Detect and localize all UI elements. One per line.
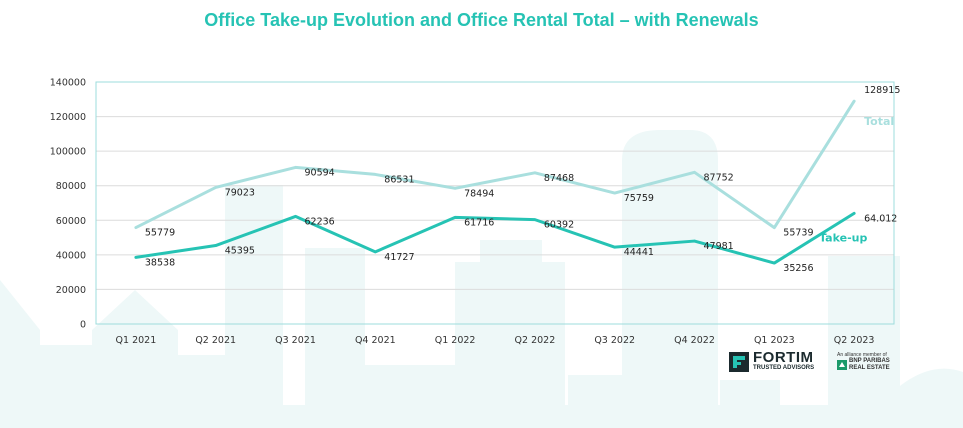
data-label: 78494 — [464, 188, 494, 199]
bnp-line1: BNP PARIBAS — [849, 358, 890, 364]
data-label: 61716 — [464, 217, 494, 228]
data-labels: 55779 79023 90594 86531 78494 87468 75759 87752… — [145, 85, 900, 274]
x-tick-label: Q2 2023 — [834, 335, 875, 346]
y-tick-label: 120000 — [50, 112, 86, 123]
y-tick-label: 140000 — [50, 78, 86, 89]
y-tick-label: 0 — [80, 320, 86, 331]
y-tick-label: 60000 — [56, 216, 86, 227]
y-tick-label: 40000 — [56, 250, 86, 261]
series-name-label: Total — [864, 115, 894, 128]
fortim-tagline: TRUSTED ADVISORS — [753, 365, 815, 371]
y-tick-label: 80000 — [56, 181, 86, 192]
chart-title: Office Take-up Evolution and Office Rent… — [204, 10, 759, 30]
series-name-label: Take-up — [819, 231, 867, 244]
gridlines — [96, 81, 894, 325]
data-label: 87468 — [544, 173, 574, 184]
fortim-name: FORTIM — [753, 349, 814, 366]
x-tick-label: Q1 2021 — [116, 335, 157, 346]
x-tick-label: Q3 2022 — [594, 335, 635, 346]
data-label: 64.012 — [864, 213, 897, 224]
data-label: 86531 — [384, 174, 414, 185]
x-tick-label: Q4 2022 — [674, 335, 715, 346]
x-tick-label: Q2 2022 — [515, 335, 556, 346]
bnp-line2: REAL ESTATE — [849, 365, 890, 371]
series-group — [134, 99, 856, 265]
x-tick-label: Q1 2023 — [754, 335, 795, 346]
bnp-alliance-text: An alliance member of — [837, 352, 887, 358]
plot-area-border — [95, 81, 895, 325]
data-label: 75759 — [624, 193, 654, 204]
series-line-take-up — [134, 211, 856, 265]
series-labels: Total Take-up — [819, 115, 894, 244]
x-tick-label: Q1 2022 — [435, 335, 476, 346]
data-label: 62236 — [305, 216, 335, 227]
data-label: 87752 — [704, 172, 734, 183]
series-line-total — [134, 99, 856, 230]
data-label: 44441 — [624, 247, 654, 258]
y-tick-label: 100000 — [50, 147, 86, 158]
data-label: 90594 — [305, 167, 335, 178]
x-axis: Q1 2021 Q2 2021 Q3 2021 Q4 2021 Q1 2022 Q2 20… — [116, 335, 875, 346]
data-label: 55779 — [145, 228, 175, 239]
x-tick-label: Q2 2021 — [195, 335, 236, 346]
y-tick-label: 20000 — [56, 285, 86, 296]
data-label: 60392 — [544, 220, 574, 231]
data-label: 128915 — [864, 85, 900, 96]
fortim-mark-icon — [729, 352, 749, 372]
x-tick-label: Q4 2021 — [355, 335, 396, 346]
bnp-star-icon — [837, 360, 847, 370]
data-label: 55739 — [783, 228, 813, 239]
data-label: 47981 — [704, 241, 734, 252]
data-label: 79023 — [225, 187, 255, 198]
bnp-name: BNP PARIBAS REAL ESTATE — [849, 358, 890, 372]
x-tick-label: Q3 2021 — [275, 335, 316, 346]
data-label: 38538 — [145, 257, 175, 268]
data-label: 41727 — [384, 252, 414, 263]
data-label: 45395 — [225, 246, 255, 257]
data-label: 35256 — [783, 263, 813, 274]
bnp-paribas-logo: An alliance member of BNP PARIBAS REAL E… — [835, 352, 905, 376]
y-axis: 0 20000 40000 60000 80000 100000 120000 140000 — [50, 78, 86, 331]
